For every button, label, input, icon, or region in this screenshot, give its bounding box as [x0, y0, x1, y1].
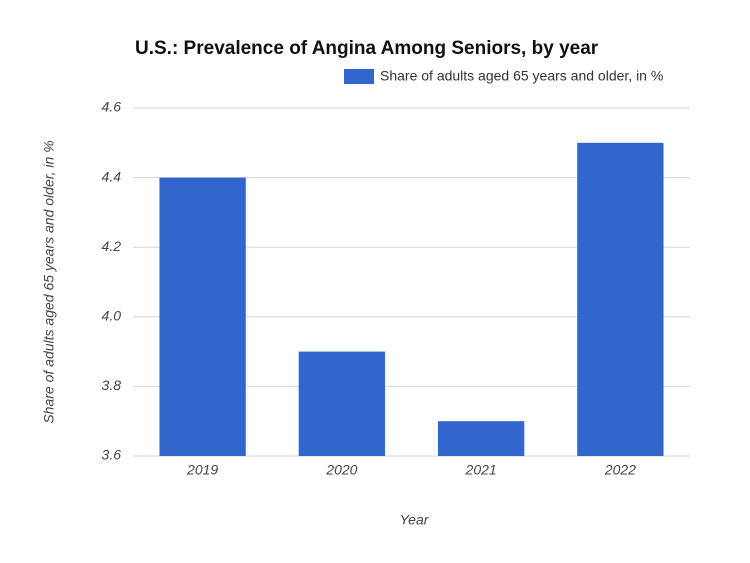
y-tick-label: 4.4 [102, 168, 122, 184]
x-axis-label: Year [400, 512, 430, 528]
bar [298, 351, 386, 456]
y-tick-label: 3.8 [102, 377, 122, 393]
bar [159, 177, 246, 456]
y-tick-label: 3.6 [102, 447, 122, 463]
y-axis-label: Share of adults aged 65 years and older,… [41, 140, 57, 423]
y-tick-label: 4.0 [102, 308, 122, 324]
x-tick-label: 2022 [604, 462, 636, 478]
x-tick-label: 2019 [186, 462, 218, 478]
y-tick-label: 4.2 [102, 238, 122, 254]
legend-swatch [344, 69, 374, 84]
bar [437, 421, 525, 456]
chart-title: U.S.: Prevalence of Angina Among Seniors… [135, 38, 599, 59]
x-tick-label: 2021 [465, 462, 497, 478]
bar [577, 142, 664, 457]
legend-label: Share of adults aged 65 years and older,… [380, 68, 663, 84]
x-tick-label: 2020 [325, 462, 357, 478]
y-tick-label: 4.6 [102, 99, 122, 115]
